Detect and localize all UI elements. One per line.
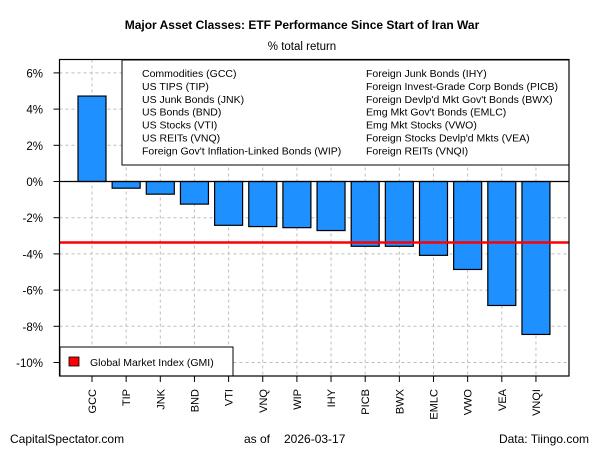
bar-vnqi	[521, 180, 551, 336]
x-axis: GCC TIP JNK BND VTI VNQ WIP IHY PICB BWX EMLC VWO VE…	[87, 376, 543, 420]
bar-vti	[214, 180, 244, 226]
y-tick-label: -4%	[23, 249, 43, 261]
legend-entry: Foreign Devlp'd Mkt Gov't Bonds (BWX)	[366, 94, 553, 106]
footer-source-site: CapitalSpectator.com	[10, 432, 124, 446]
bar-vnq	[248, 180, 278, 228]
legend-entry: US Bonds (BND)	[142, 107, 221, 119]
asset-legend: Commodities (GCC)US TIPS (TIP)US Junk Bo…	[121, 59, 570, 166]
footer-data-source: Data: Tiingo.com	[499, 432, 589, 446]
x-tick-label: VTI	[224, 389, 236, 406]
x-tick-label: VWO	[463, 389, 475, 416]
legend-entry: Foreign Junk Bonds (IHY)	[366, 68, 487, 80]
gmi-legend: Global Market Index (GMI)	[59, 346, 234, 377]
y-tick-label: 0%	[26, 177, 43, 189]
x-tick-label: VEA	[497, 388, 509, 411]
gmi-legend-box	[59, 346, 234, 377]
legend-entry: Foreign Invest-Grade Corp Bonds (PICB)	[366, 81, 558, 93]
x-tick-label: BWX	[394, 388, 406, 414]
x-tick-label: GCC	[87, 389, 99, 414]
x-tick-label: PICB	[360, 389, 372, 415]
x-tick-label: IHY	[326, 388, 338, 407]
legend-entry: Foreign Gov't Inflation-Linked Bonds (WI…	[142, 145, 341, 157]
y-tick-label: 6%	[26, 68, 43, 80]
legend-entry: US Junk Bonds (JNK)	[142, 94, 244, 106]
y-tick-label: -2%	[23, 213, 43, 225]
legend-entry: US Stocks (VTI)	[142, 120, 217, 132]
y-tick-label: -8%	[23, 322, 43, 334]
x-tick-label: JNK	[155, 388, 167, 409]
bar-gcc	[77, 95, 107, 183]
chart-title: Major Asset Classes: ETF Performance Sin…	[125, 18, 480, 32]
y-axis: 6% 4% 2% 0% -2% -4% -6% -8% -10%	[16, 68, 60, 370]
footer-as-of-label: as of	[244, 432, 271, 446]
asset-legend-column-left: Commodities (GCC)US TIPS (TIP)US Junk Bo…	[142, 68, 341, 157]
y-tick-label: -10%	[16, 358, 43, 370]
legend-entry: US REITs (VNQ)	[142, 133, 220, 145]
bar-vwo	[453, 180, 483, 271]
bar-bwx	[384, 180, 414, 247]
x-tick-label: WIP	[292, 389, 304, 410]
chart-subtitle: % total return	[268, 41, 336, 53]
x-tick-label: BND	[189, 389, 201, 412]
footer-date: 2026-03-17	[284, 432, 346, 446]
bar-emlc	[418, 180, 449, 256]
bar-bnd	[179, 180, 210, 205]
y-tick-label: 4%	[26, 105, 43, 117]
x-tick-label: EMLC	[429, 389, 441, 420]
gmi-legend-swatch	[68, 356, 80, 367]
bar-jnk	[145, 180, 175, 195]
asset-legend-box	[121, 59, 570, 166]
legend-entry: Emg Mkt Stocks (VWO)	[366, 120, 477, 132]
bar-tip	[111, 180, 141, 189]
gmi-legend-label: Global Market Index (GMI)	[90, 357, 214, 369]
bar-ihy	[316, 180, 346, 232]
x-tick-label: VNQI	[531, 389, 543, 416]
bar-picb	[350, 180, 380, 247]
x-tick-label: VNQ	[258, 389, 270, 413]
legend-entry: Commodities (GCC)	[142, 68, 237, 80]
legend-entry: US TIPS (TIP)	[142, 81, 209, 93]
y-tick-label: 2%	[26, 141, 43, 153]
legend-entry: Foreign Stocks Devlp'd Mkts (VEA)	[366, 133, 530, 145]
asset-legend-column-right: Foreign Junk Bonds (IHY)Foreign Invest-G…	[366, 68, 558, 157]
legend-entry: Emg Mkt Gov't Bonds (EMLC)	[366, 107, 506, 119]
legend-entry: Foreign REITs (VNQI)	[366, 145, 468, 157]
bar-wip	[282, 180, 312, 229]
y-tick-label: -6%	[23, 286, 43, 298]
x-tick-label: TIP	[121, 389, 133, 406]
